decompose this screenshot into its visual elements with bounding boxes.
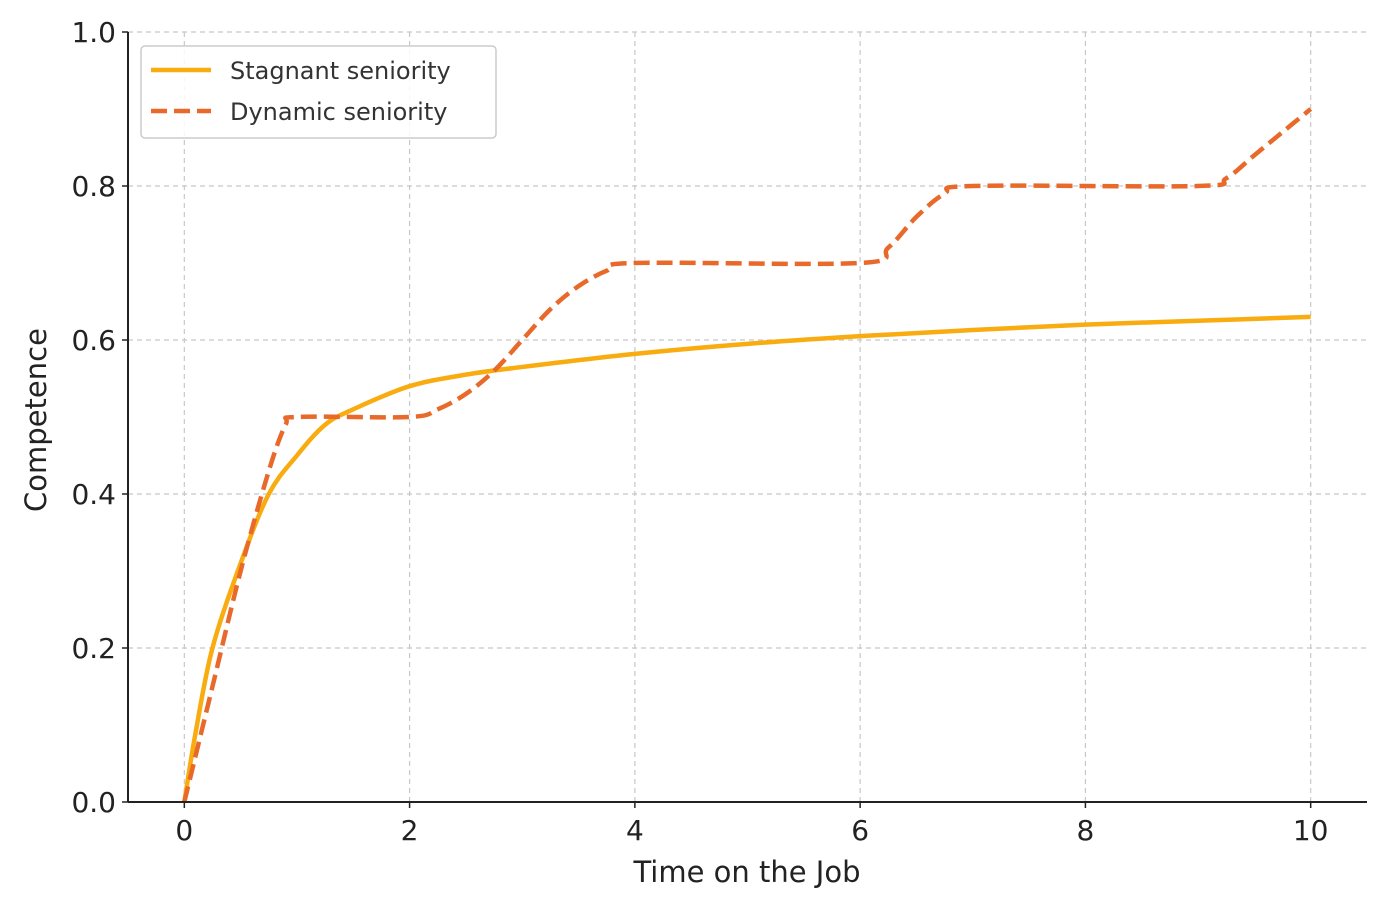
y-axis-label: Competence (19, 328, 53, 512)
series-line-dynamic (182, 107, 1313, 803)
x-tick-label: 2 (401, 814, 419, 847)
grid (128, 31, 1367, 803)
y-tick-label: 0.0 (71, 786, 116, 819)
y-tick-label: 0.6 (71, 324, 116, 357)
x-tick-label: 0 (175, 814, 193, 847)
legend-box (140, 45, 497, 139)
legend-label-stagnant: Stagnant seniority (230, 57, 451, 85)
y-tick-label: 0.2 (71, 632, 116, 665)
tick-labels: 0 2 4 6 8 10 0.0 0.2 0.4 0.6 0.8 1.0 (71, 16, 1328, 847)
x-tick-label: 6 (851, 814, 869, 847)
x-tick-label: 10 (1293, 814, 1329, 847)
series-line-stagnant (182, 314, 1311, 803)
x-axis-label: Time on the Job (632, 855, 860, 889)
y-tick-label: 0.8 (71, 170, 116, 203)
x-tick-label: 4 (626, 814, 644, 847)
legend: Stagnant seniority Dynamic seniority (140, 45, 497, 139)
y-tick-label: 1.0 (71, 16, 116, 49)
x-tick-label: 8 (1076, 814, 1094, 847)
legend-label-dynamic: Dynamic seniority (230, 98, 447, 126)
series-lines (182, 107, 1313, 803)
y-tick-label: 0.4 (71, 478, 116, 511)
